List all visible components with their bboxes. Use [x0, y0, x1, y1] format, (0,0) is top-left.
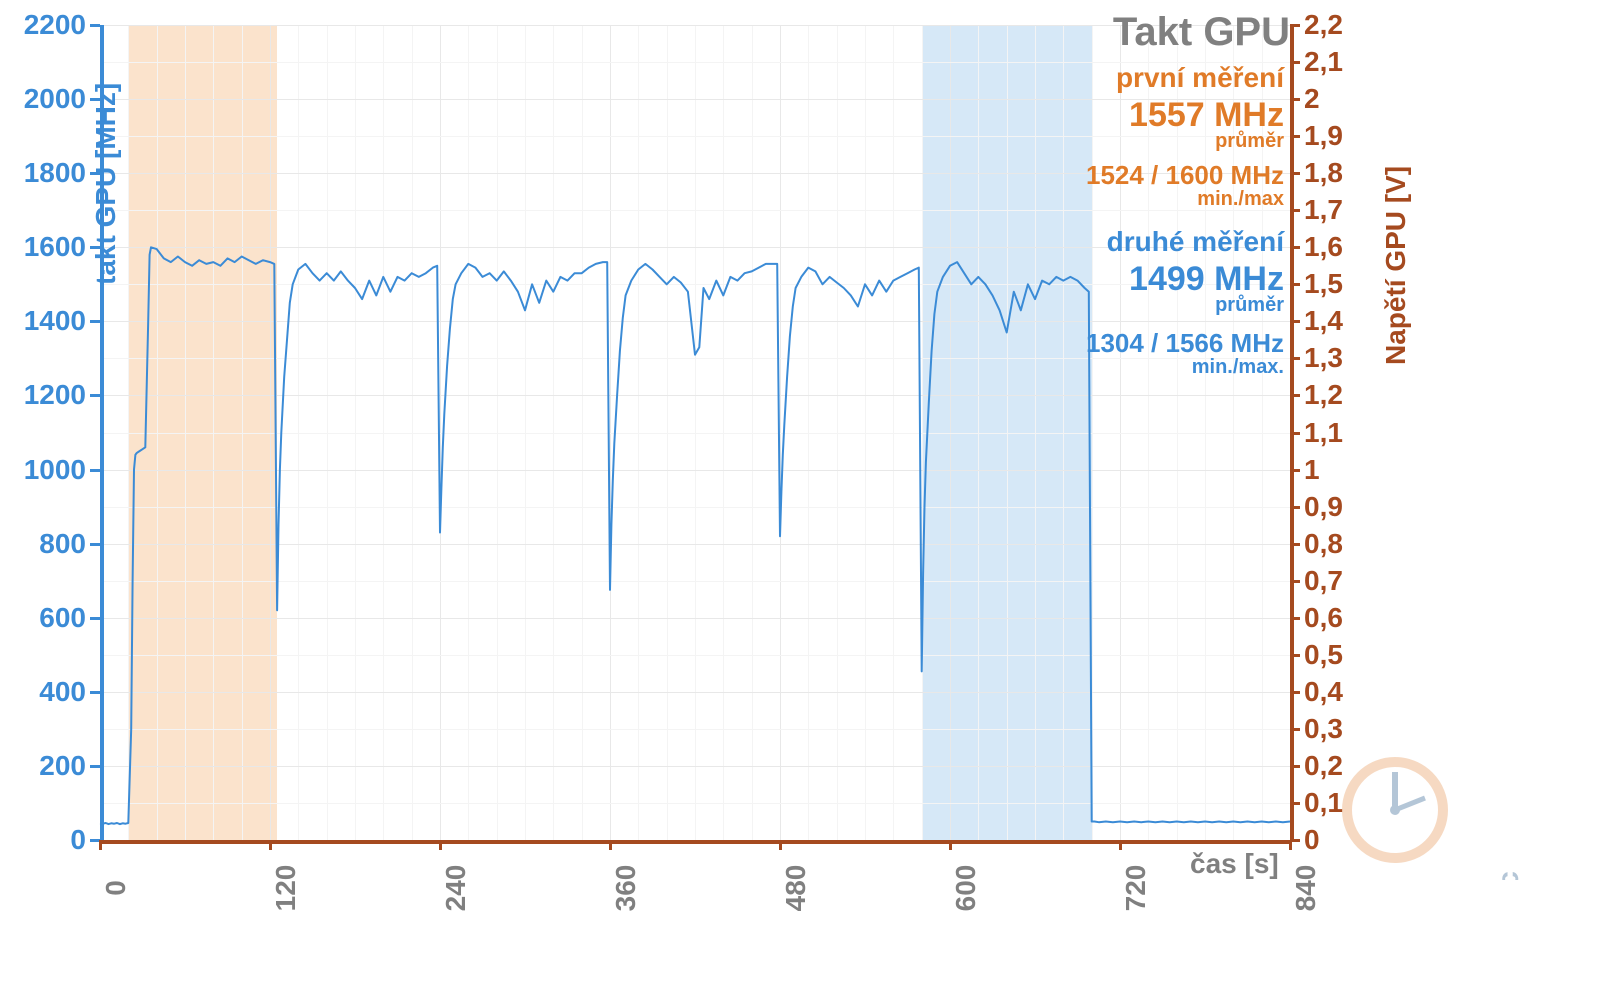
svg-text:pc: pc: [1492, 870, 1520, 880]
first-measurement-range: 1524 / 1600 MHz: [1086, 160, 1284, 191]
y-right-tick-label: 0,4: [1304, 676, 1343, 708]
first-measurement-title: první měření: [1116, 62, 1284, 94]
y-right-tick-label: 1,5: [1304, 268, 1343, 300]
y-right-tick-label: 0,1: [1304, 787, 1343, 819]
y-left-tick-label: 2200: [0, 9, 86, 41]
y-left-tick-label: 800: [0, 528, 86, 560]
y-right-tick-label: 1: [1304, 454, 1320, 486]
y-right-tick-label: 2: [1304, 83, 1320, 115]
y-left-tick-label: 2000: [0, 83, 86, 115]
y-right-tick-label: 1,2: [1304, 379, 1343, 411]
y-right-tick-label: 0,5: [1304, 639, 1343, 671]
second-measurement-range: 1304 / 1566 MHz: [1086, 328, 1284, 359]
y-right-tick-label: 1,8: [1304, 157, 1343, 189]
x-tick-label: 480: [780, 858, 812, 918]
y-right-tick-label: 1,4: [1304, 305, 1343, 337]
y-right-tick-label: 0,9: [1304, 491, 1343, 523]
first-measurement-avg-sub: průměr: [1215, 130, 1284, 153]
y-right-tick-label: 0,6: [1304, 602, 1343, 634]
x-tick-label: 600: [950, 858, 982, 918]
y-right-tick-label: 1,7: [1304, 194, 1343, 226]
y-left-axis-title: takt GPU [MHz]: [90, 83, 122, 285]
y-right-tick-label: 1,3: [1304, 342, 1343, 374]
second-measurement-range-sub: min./max.: [1192, 356, 1284, 379]
second-measurement-title: druhé měření: [1107, 226, 1284, 258]
x-tick-label: 840: [1290, 858, 1322, 918]
y-right-tick-label: 2,1: [1304, 46, 1343, 78]
y-right-tick-label: 0,2: [1304, 750, 1343, 782]
x-axis: [100, 840, 1290, 844]
y-right-tick-label: 1,1: [1304, 417, 1343, 449]
x-tick-label: 120: [270, 858, 302, 918]
y-right-tick-label: 0: [1304, 824, 1320, 856]
y-right-tick-label: 0,7: [1304, 565, 1343, 597]
y-left-tick-label: 1400: [0, 305, 86, 337]
watermark-logo: pc tuning: [1340, 740, 1520, 890]
data-line: [100, 25, 1290, 840]
x-tick-label: 720: [1120, 858, 1152, 918]
plot-area: [100, 25, 1290, 840]
chart-title: Takt GPU: [1113, 10, 1290, 55]
gpu-clock-chart: 0200400600800100012001400160018002000220…: [0, 0, 1600, 1000]
y-left-tick-label: 400: [0, 676, 86, 708]
y-right-axis-title: Napětí GPU [V]: [1380, 166, 1412, 365]
y-left-tick-label: 1600: [0, 231, 86, 263]
y-left-tick-label: 1000: [0, 454, 86, 486]
x-tick-label: 360: [610, 858, 642, 918]
y-left-tick-label: 200: [0, 750, 86, 782]
y-right-tick-label: 0,3: [1304, 713, 1343, 745]
y-left-tick-label: 1200: [0, 379, 86, 411]
first-measurement-range-sub: min./max: [1197, 188, 1284, 211]
x-tick-label: 0: [100, 858, 132, 918]
y-right-tick-label: 2,2: [1304, 9, 1343, 41]
x-tick-label: 240: [440, 858, 472, 918]
y-right-tick-label: 1,9: [1304, 120, 1343, 152]
y-right-tick-label: 0,8: [1304, 528, 1343, 560]
y-left-tick-label: 600: [0, 602, 86, 634]
y-left-tick-label: 0: [0, 824, 86, 856]
x-axis-title: čas [s]: [1190, 848, 1279, 880]
second-measurement-avg-sub: průměr: [1215, 294, 1284, 317]
y-left-tick-label: 1800: [0, 157, 86, 189]
y-right-tick-label: 1,6: [1304, 231, 1343, 263]
